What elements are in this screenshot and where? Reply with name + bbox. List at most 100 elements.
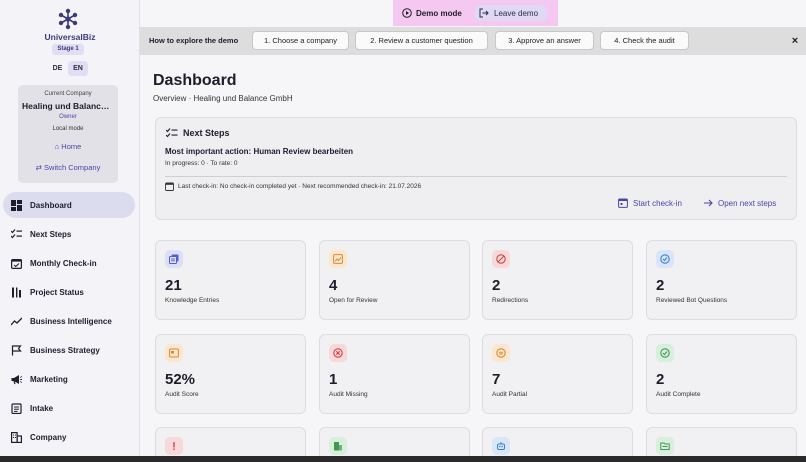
start-checkin-button[interactable]: Start check-in xyxy=(618,198,682,208)
sidebar-item-label: Next Steps xyxy=(30,229,72,239)
next-steps-title-label: Next Steps xyxy=(183,128,230,138)
sidebar-item-marketing[interactable]: Marketing xyxy=(3,366,135,392)
sidebar-item-label: Monthly Check-in xyxy=(30,258,97,268)
sidebar-item-dashboard[interactable]: Dashboard xyxy=(3,192,135,218)
progress-text: In progress: 0 · To rate: 0 xyxy=(165,160,238,167)
trend-icon xyxy=(11,317,22,325)
building-icon xyxy=(329,437,347,455)
switch-company-label: Switch Company xyxy=(44,163,101,172)
explore-title: How to explore the demo xyxy=(149,36,239,45)
stat-label: Open for Review xyxy=(329,297,378,304)
home-icon: ⌂ xyxy=(54,142,60,151)
demo-banner: Demo mode Leave demo xyxy=(393,0,558,26)
stat-value: 2 xyxy=(656,277,665,294)
block-icon xyxy=(492,250,510,268)
sidebar-item-label: Intake xyxy=(30,403,54,413)
stat-label: Audit Complete xyxy=(656,391,701,398)
current-company-card: Current Company Healing und Balance GmbH… xyxy=(18,85,118,183)
stat-card-audit-missing[interactable]: 1 Audit Missing xyxy=(319,334,470,414)
stat-card-audit-score[interactable]: 52% Audit Score xyxy=(155,334,306,414)
bot-icon xyxy=(492,437,510,455)
start-checkin-label: Start check-in xyxy=(633,198,682,208)
leave-demo-label: Leave demo xyxy=(494,8,539,18)
stat-value: 1 xyxy=(329,371,338,388)
sidebar: UniversalBiz Stage 1 DE EN Current Compa… xyxy=(0,0,140,462)
switch-company-link[interactable]: ⇄ Switch Company xyxy=(18,163,118,172)
sidebar-item-label: Dashboard xyxy=(30,200,72,210)
stat-card-audit-partial[interactable]: 7 Audit Partial xyxy=(482,334,633,414)
page-subtitle: Overview · Healing und Balance GmbH xyxy=(153,94,293,103)
company-mode: Local mode xyxy=(52,126,84,132)
sidebar-item-company[interactable]: Company xyxy=(3,424,135,450)
book-icon xyxy=(165,250,183,268)
stat-label: Audit Missing xyxy=(329,391,368,398)
stat-card-knowledge-entries[interactable]: 21 Knowledge Entries xyxy=(155,240,306,320)
flag-icon xyxy=(11,344,22,355)
step-chip-4[interactable]: 4. Check the audit xyxy=(600,31,689,50)
minus-circle-icon xyxy=(492,344,510,362)
lang-en-button[interactable]: EN xyxy=(68,61,88,76)
stat-value: 2 xyxy=(656,371,665,388)
lang-de-button[interactable]: DE xyxy=(52,65,63,72)
most-important-action: Most important action: Human Review bear… xyxy=(165,147,354,156)
building-icon xyxy=(11,431,22,443)
verified-icon xyxy=(656,250,674,268)
switch-icon: ⇄ xyxy=(35,163,42,172)
open-next-steps-button[interactable]: Open next steps xyxy=(703,198,776,208)
explore-demo-bar: How to explore the demo 1. Choose a comp… xyxy=(140,27,806,55)
home-label: Home xyxy=(61,142,82,151)
next-steps-title: Next Steps xyxy=(166,128,230,138)
x-circle-icon xyxy=(329,344,347,362)
alert-icon xyxy=(165,437,183,455)
stat-label: Audit Partial xyxy=(492,391,528,398)
stat-card-audit-complete[interactable]: 2 Audit Complete xyxy=(646,334,797,414)
sidebar-item-label: Business Intelligence xyxy=(30,316,112,326)
step-chip-3[interactable]: 3. Approve an answer xyxy=(495,31,594,50)
stat-card-reviewed-bot-questions[interactable]: 2 Reviewed Bot Questions xyxy=(646,240,797,320)
sidebar-item-project-status[interactable]: Project Status xyxy=(3,279,135,305)
company-name: Healing und Balance GmbH xyxy=(22,101,114,111)
sidebar-item-label: Business Strategy xyxy=(30,345,100,355)
home-link[interactable]: ⌂ Home xyxy=(18,142,118,151)
calendar-icon xyxy=(618,198,628,208)
next-steps-card: Next Steps Most important action: Human … xyxy=(155,117,797,220)
stat-value: 52% xyxy=(165,371,196,388)
open-next-steps-label: Open next steps xyxy=(718,198,777,208)
current-company-label: Current Company xyxy=(44,91,92,97)
arrow-right-icon xyxy=(704,199,713,207)
sidebar-item-monthly-check-in[interactable]: Monthly Check-in xyxy=(3,250,135,276)
sidebar-item-next-steps[interactable]: Next Steps xyxy=(3,221,135,247)
sidebar-item-label: Marketing xyxy=(30,374,68,384)
image-review-icon xyxy=(329,250,347,268)
sidebar-item-business-strategy[interactable]: Business Strategy xyxy=(3,337,135,363)
brand-name: UniversalBiz xyxy=(44,32,96,42)
stat-value: 7 xyxy=(492,371,501,388)
exit-icon xyxy=(479,8,489,18)
step-chip-2[interactable]: 2. Review a customer question xyxy=(355,31,488,50)
leave-demo-button[interactable]: Leave demo xyxy=(475,5,548,21)
demo-mode-indicator: Demo mode xyxy=(402,8,462,18)
checkin-text: Last check-in: No check-in completed yet… xyxy=(178,183,422,190)
stat-value: 4 xyxy=(329,277,338,294)
stat-label: Redirections xyxy=(492,297,529,304)
checkin-info: Last check-in: No check-in completed yet… xyxy=(165,182,421,191)
calendar-check-icon xyxy=(11,258,22,269)
close-icon[interactable]: × xyxy=(791,35,799,47)
stat-card-redirections[interactable]: 2 Redirections xyxy=(482,240,633,320)
stat-label: Knowledge Entries xyxy=(165,297,220,304)
stat-card-open-for-review[interactable]: 4 Open for Review xyxy=(319,240,470,320)
demo-mode-label: Demo mode xyxy=(416,8,462,18)
stat-value: 21 xyxy=(165,277,182,294)
sidebar-item-intake[interactable]: Intake xyxy=(3,395,135,421)
checklist-icon xyxy=(166,128,178,138)
window-bottom-edge xyxy=(0,456,806,462)
stat-label: Reviewed Bot Questions xyxy=(656,297,728,304)
sidebar-item-business-intelligence[interactable]: Business Intelligence xyxy=(3,308,135,334)
page-title: Dashboard xyxy=(153,72,237,89)
score-icon xyxy=(165,344,183,362)
stage-badge: Stage 1 xyxy=(52,44,84,55)
sidebar-item-label: Project Status xyxy=(30,287,84,297)
step-chip-1[interactable]: 1. Choose a company xyxy=(252,31,349,50)
logo-icon xyxy=(58,8,78,30)
project-status-icon xyxy=(12,287,21,297)
